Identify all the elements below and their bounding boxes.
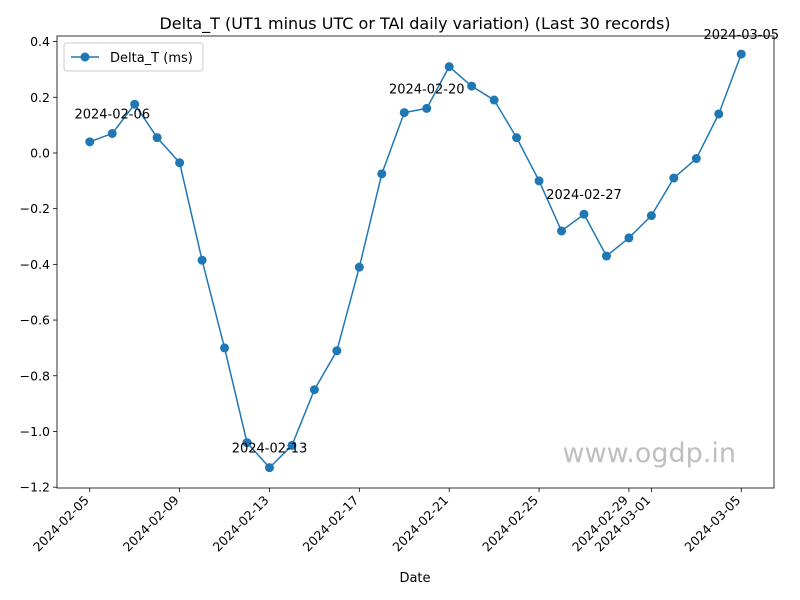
- y-tick-label: 0.0: [30, 145, 50, 160]
- data-point: [557, 226, 567, 236]
- data-point: [444, 62, 454, 72]
- data-point: [220, 343, 230, 353]
- data-annotation: 2024-02-27: [546, 188, 622, 203]
- data-point: [175, 158, 185, 168]
- data-annotation: 2024-02-06: [74, 107, 150, 122]
- data-point: [287, 440, 297, 450]
- data-point: [242, 438, 252, 448]
- data-point: [534, 176, 544, 186]
- data-point: [691, 154, 701, 164]
- data-point: [624, 233, 634, 243]
- data-point: [197, 255, 207, 265]
- y-tick-label: −1.0: [20, 424, 50, 439]
- data-point: [85, 137, 95, 147]
- data-point: [152, 133, 162, 143]
- data-point: [377, 169, 387, 179]
- data-point: [130, 99, 140, 109]
- y-tick-label: −0.6: [20, 313, 50, 328]
- legend[interactable]: Delta_T (ms): [63, 42, 204, 72]
- data-point: [309, 385, 319, 395]
- watermark: www.ogdp.in: [563, 438, 736, 469]
- y-tick-label: −0.2: [20, 201, 50, 216]
- data-annotation: 2024-02-13: [232, 442, 308, 457]
- legend-label: Delta_T (ms): [110, 51, 193, 66]
- y-tick-label: 0.2: [30, 90, 50, 105]
- data-point: [332, 346, 342, 356]
- plot-area: [85, 49, 746, 473]
- series-line: [89, 53, 742, 469]
- legend-box: [63, 42, 204, 72]
- data-point: [354, 262, 364, 272]
- data-point: [646, 211, 656, 221]
- chart-title: Delta_T (UT1 minus UTC or TAI daily vari…: [159, 14, 670, 34]
- data-point: [714, 109, 724, 119]
- data-point: [579, 209, 589, 219]
- y-tick-label: −0.8: [20, 368, 50, 383]
- data-point: [422, 103, 432, 113]
- y-axis: −1.2 −1.0 −0.8 −0.6 −0.4 −0.2 0.0 0.2 0.4: [20, 34, 57, 495]
- data-point: [669, 173, 679, 183]
- y-tick-label: −1.2: [20, 480, 50, 495]
- data-point: [107, 128, 117, 138]
- legend-marker-swatch: [80, 52, 90, 62]
- data-point: [601, 251, 611, 261]
- data-point: [467, 81, 477, 91]
- annotations: 2024-02-06 2024-02-13 2024-02-20 2024-02-27…: [74, 28, 779, 457]
- data-point: [264, 463, 274, 473]
- data-point: [512, 133, 522, 143]
- plot-frame: [56, 35, 775, 489]
- data-annotation: 2024-02-20: [389, 82, 465, 97]
- data-point: [399, 108, 409, 118]
- x-axis-title: Date: [399, 571, 430, 586]
- data-point: [736, 49, 746, 59]
- y-tick-label: −0.4: [20, 257, 50, 272]
- y-tick-label: 0.4: [30, 34, 50, 49]
- data-point: [489, 95, 499, 105]
